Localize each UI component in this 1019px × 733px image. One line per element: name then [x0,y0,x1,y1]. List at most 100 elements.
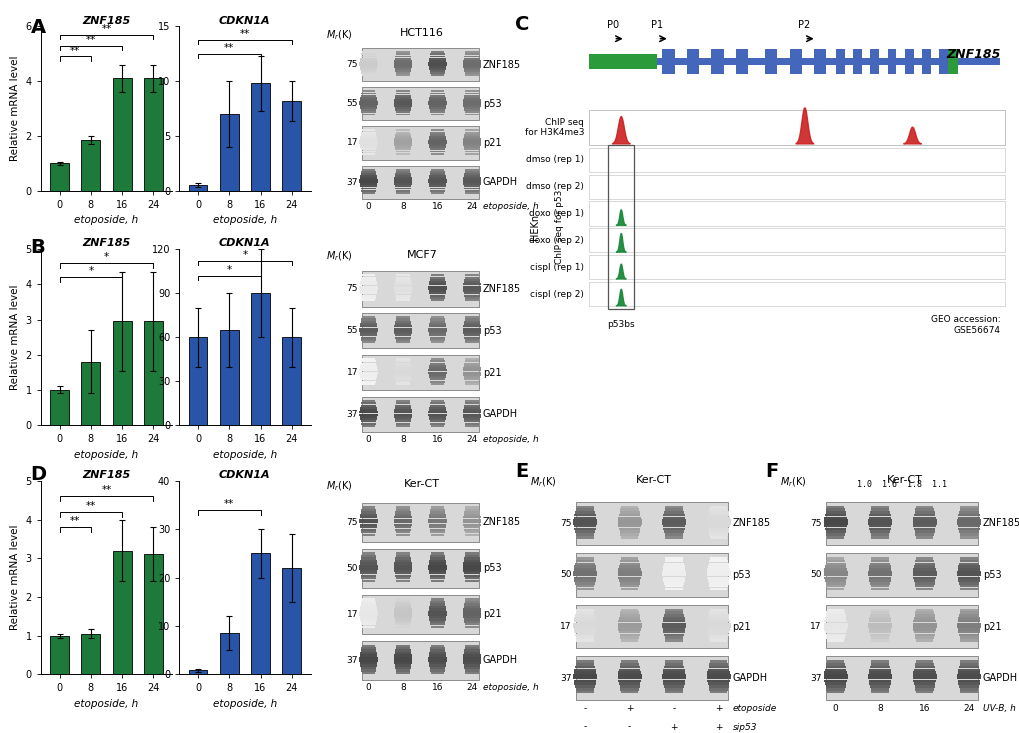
Bar [360,175,377,177]
Bar [220,114,238,191]
Text: p21: p21 [482,138,501,148]
Bar [430,400,444,402]
Bar [189,671,207,674]
Bar [360,418,377,420]
Bar [359,660,378,662]
Bar [465,601,479,603]
Bar [576,553,728,597]
Bar [574,668,595,671]
Bar [823,620,846,622]
Bar [574,517,596,519]
Bar [957,517,979,519]
Text: +: + [714,704,721,713]
Bar [428,183,446,185]
Bar [394,516,412,518]
Bar [709,536,727,539]
Bar [429,405,445,407]
Bar [396,274,410,276]
Bar [662,525,685,528]
Bar [463,521,481,523]
Bar [430,339,444,341]
Bar [396,75,410,76]
Bar [430,111,444,114]
Bar [914,633,933,636]
Bar [362,51,375,54]
Bar [465,380,479,383]
Bar [360,409,377,411]
Bar [396,400,410,402]
Bar [144,554,163,674]
Bar [429,606,445,608]
Bar [464,185,480,188]
Bar [430,90,444,92]
Bar [396,130,410,131]
Bar [915,690,932,693]
Bar [706,520,730,522]
Bar [430,623,444,625]
Bar [395,402,410,405]
Bar [464,58,480,59]
Bar [957,525,979,528]
Bar [430,150,444,152]
Bar [868,668,890,671]
Bar [707,682,729,685]
Bar [360,376,377,378]
Bar [465,150,479,152]
Bar [958,614,978,616]
Bar [395,512,411,514]
Bar [396,152,410,155]
Bar [220,633,238,674]
Bar [914,688,933,690]
Bar [395,70,411,72]
Bar [394,138,412,140]
Bar [396,580,410,582]
Bar [430,644,444,647]
Bar [915,608,932,611]
Bar [465,361,479,362]
Bar [396,341,410,343]
Bar [913,631,934,633]
Bar [429,97,445,99]
Bar [360,281,377,283]
Bar [959,636,977,639]
Bar [360,562,377,564]
Bar [706,568,730,571]
Bar [361,111,376,114]
Bar [465,580,478,582]
Bar [360,332,377,334]
Bar [361,549,479,588]
Bar [429,420,445,422]
Bar [360,516,377,518]
Bar [429,376,445,378]
Bar [430,190,444,191]
Bar [465,73,479,74]
Text: 8: 8 [876,704,882,713]
Bar [360,655,377,657]
Bar [912,568,935,571]
Bar [429,652,445,655]
Bar [914,563,933,565]
Bar [912,574,935,576]
Bar [396,534,410,536]
Bar [394,68,411,70]
Bar [428,62,446,64]
Bar [362,553,375,555]
Bar [429,147,445,148]
Bar [618,525,640,528]
Bar [867,625,892,628]
Bar [430,358,444,360]
Text: 17: 17 [346,368,358,377]
Text: 0: 0 [366,683,371,693]
Bar [463,140,481,142]
Bar [394,290,412,292]
Text: **: ** [239,29,250,39]
Bar [825,636,844,639]
Bar [361,279,376,281]
Bar [395,190,410,191]
Bar [429,649,445,652]
Bar [664,608,682,611]
Bar [824,514,846,516]
Bar [430,669,444,671]
Bar [463,369,481,372]
Bar [662,514,684,516]
